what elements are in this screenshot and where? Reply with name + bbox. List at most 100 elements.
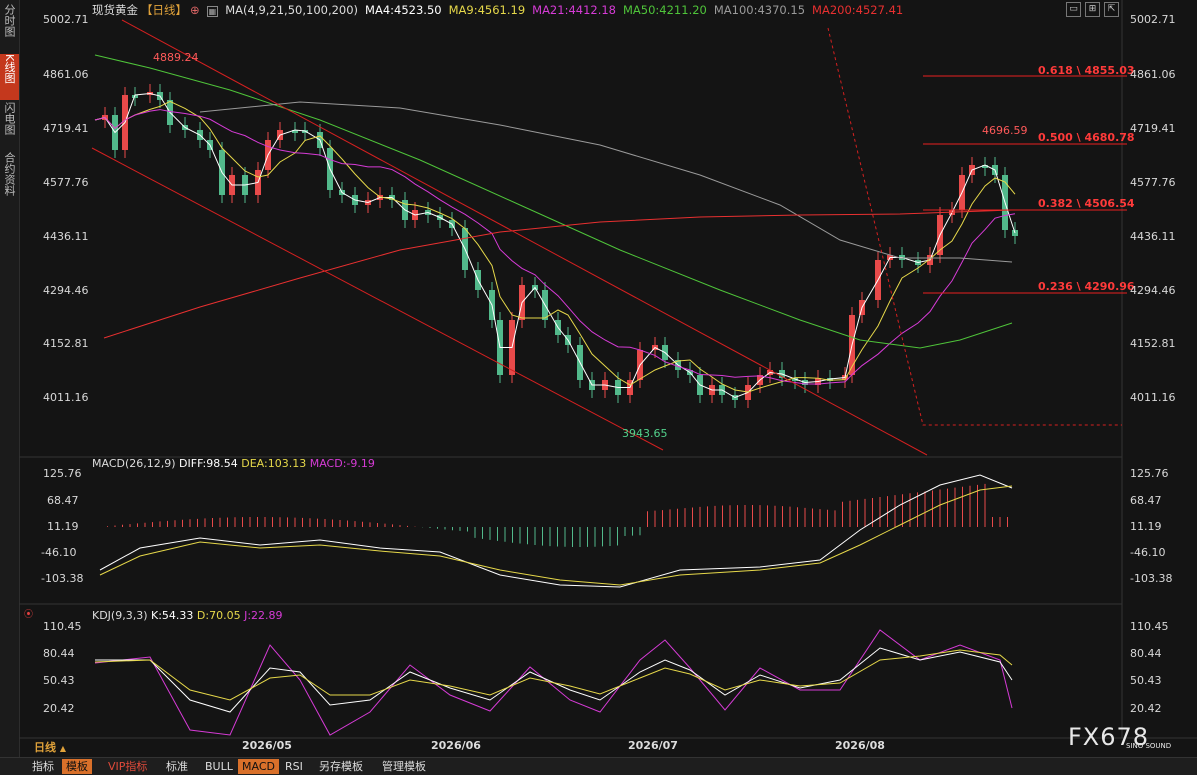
candle[interactable] — [292, 130, 298, 133]
trendline-lower[interactable] — [91, 147, 664, 451]
price-axis-label: 4152.81 — [1130, 337, 1176, 350]
date-label: 2026/06 — [431, 739, 481, 752]
save-template-tab[interactable]: 另存模板 — [319, 760, 363, 773]
macd-axis-label: -103.38 — [41, 572, 84, 585]
macd-axis-label: 68.47 — [47, 494, 79, 507]
macd-axis-label: 11.19 — [1130, 520, 1162, 533]
ma21-line — [94, 109, 1016, 385]
rsi-tab[interactable]: RSI — [285, 760, 303, 773]
manage-template-tab[interactable]: 管理模板 — [382, 760, 426, 773]
kdj-axis-label: 50.43 — [1130, 674, 1162, 687]
tab-flash[interactable]: 闪电图 — [0, 102, 19, 150]
maximize-icon[interactable]: ⇱ — [1104, 2, 1119, 17]
ma4-line — [94, 92, 1016, 399]
fib-label-0382: 0.382 \ 4506.54 — [1038, 197, 1135, 210]
macd-axis-label: 68.47 — [1130, 494, 1162, 507]
kdj-j-line — [94, 629, 1013, 736]
macd-axis-label: 125.76 — [43, 467, 82, 480]
kdj-axis-label: 110.45 — [43, 620, 82, 633]
ma-header: 现货黄金 【日线】 ⊕ ▦ MA(4,9,21,50,100,200) MA4:4523.… — [92, 2, 910, 18]
ma9-value: MA9:4561.19 — [448, 3, 526, 17]
ma-settings-icon[interactable]: ▦ — [206, 6, 219, 17]
indicator-tab[interactable]: 指标 — [32, 760, 54, 773]
grid-icon[interactable]: ⊞ — [1085, 2, 1100, 17]
macd-title: MACD(26,12,9) — [92, 457, 176, 470]
low-annotation: 3943.65 — [622, 427, 668, 440]
macd-axis-label: -46.10 — [1130, 546, 1166, 559]
macd-axis-label: -103.38 — [1130, 572, 1173, 585]
ma100-line — [199, 101, 1013, 263]
ma4-value: MA4:4523.50 — [365, 3, 442, 17]
vip-indicator-tab[interactable]: VIP指标 — [108, 760, 148, 773]
candle[interactable] — [982, 165, 988, 168]
macd-tab[interactable]: MACD — [238, 759, 279, 774]
date-label: 2026/07 — [628, 739, 678, 752]
ma200-line — [103, 209, 1013, 339]
macd-dea: DEA:103.13 — [241, 457, 307, 470]
price-axis-label: 5002.71 — [1130, 13, 1176, 26]
price-axis-label: 4719.41 — [1130, 122, 1176, 135]
high-annotation-2: 4696.59 — [982, 124, 1028, 137]
macd-diff: DIFF:98.54 — [179, 457, 238, 470]
kdj-k: K:54.33 — [151, 609, 194, 622]
date-label: 2026/08 — [835, 739, 885, 752]
price-axis-label: 4152.81 — [43, 337, 89, 350]
macd-axis-label: -46.10 — [41, 546, 77, 559]
price-axis-label: 5002.71 — [43, 13, 89, 26]
kdj-axis-label: 20.42 — [1130, 702, 1162, 715]
kdj-axis-label: 50.43 — [43, 674, 75, 687]
fib-label-0618: 0.618 \ 4855.03 — [1038, 64, 1135, 77]
tab-label: 闪电图 — [3, 102, 16, 135]
settings-icon[interactable]: ⊕ — [190, 3, 200, 17]
symbol-name: 现货黄金 — [92, 3, 138, 17]
tab-kline[interactable]: K线图 — [0, 54, 19, 100]
macd-diff-line — [99, 474, 1013, 588]
macd-dea-line — [99, 485, 1013, 586]
high-annotation-1: 4889.24 — [153, 51, 199, 64]
ma50-value: MA50:4211.20 — [623, 3, 707, 17]
bull-tab[interactable]: BULL — [205, 760, 233, 773]
tab-label: 分时图 — [3, 4, 16, 37]
kdj-axis-label: 80.44 — [43, 647, 75, 660]
kdj-d-line — [94, 649, 1013, 701]
kdj-axis-label: 80.44 — [1130, 647, 1162, 660]
trendline-upper[interactable] — [121, 19, 928, 456]
price-axis-label: 4294.46 — [43, 284, 89, 297]
tab-contract-info[interactable]: 合约资料 — [0, 152, 19, 214]
kdj-k-line — [95, 647, 1013, 713]
period-text: 日线 — [34, 741, 56, 754]
kdj-axis-label: 20.42 — [43, 702, 75, 715]
fib-label-0500: 0.500 \ 4680.78 — [1038, 131, 1135, 144]
sinosound-logo: SINO SOUND — [1126, 742, 1172, 750]
fib-label-0236: 0.236 \ 4290.96 — [1038, 280, 1135, 293]
template-tab[interactable]: 模板 — [62, 759, 92, 774]
price-axis-label: 4577.76 — [1130, 176, 1176, 189]
price-axis-label: 4719.41 — [43, 122, 89, 135]
price-axis-label: 4011.16 — [1130, 391, 1176, 404]
price-axis-label: 4577.76 — [43, 176, 89, 189]
standard-tab[interactable]: 标准 — [166, 760, 188, 773]
price-axis-label: 4436.11 — [1130, 230, 1176, 243]
kdj-d: D:70.05 — [196, 609, 241, 622]
period-label[interactable]: 【日线】 — [141, 3, 187, 17]
layout-icon[interactable]: ▭ — [1066, 2, 1081, 17]
macd-axis-label: 11.19 — [47, 520, 79, 533]
fib-construction-line[interactable] — [827, 27, 1122, 426]
candle[interactable] — [132, 95, 138, 98]
period-button[interactable]: 日线 ▲ — [34, 739, 66, 755]
kdj-j: J:22.89 — [244, 609, 283, 622]
tab-intraday[interactable]: 分时图 — [0, 4, 19, 52]
ma21-value: MA21:4412.18 — [532, 3, 616, 17]
ma100-value: MA100:4370.15 — [713, 3, 806, 17]
price-axis-label: 4861.06 — [43, 68, 89, 81]
price-axis-label: 4436.11 — [43, 230, 89, 243]
ma200-value: MA200:4527.41 — [812, 3, 904, 17]
ma50-line — [94, 54, 1013, 349]
macd-axis-label: 125.76 — [1130, 467, 1169, 480]
kdj-close-icon[interactable]: ⦿ — [24, 610, 34, 620]
fx678-logo: FX678 — [1068, 723, 1150, 751]
macd-value: MACD:-9.19 — [309, 457, 375, 470]
price-axis-label: 4011.16 — [43, 391, 89, 404]
macd-header: MACD(26,12,9) DIFF:98.54 DEA:103.13 MACD… — [92, 457, 375, 470]
